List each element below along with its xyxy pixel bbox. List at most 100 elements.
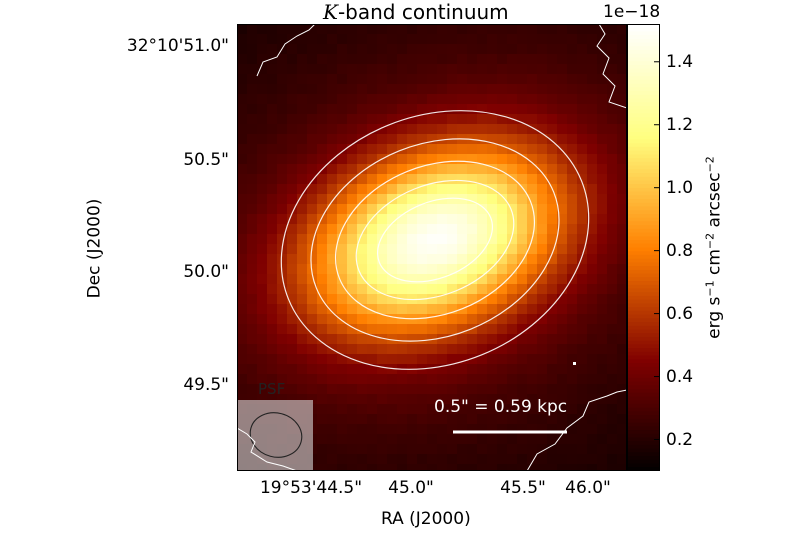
- map-pixel: [617, 274, 627, 285]
- map-pixel: [487, 274, 498, 285]
- colorbar-segment: [627, 366, 660, 372]
- colorbar-segment: [627, 444, 660, 450]
- map-pixel: [257, 174, 268, 185]
- map-pixel: [497, 454, 508, 465]
- map-pixel: [407, 284, 418, 295]
- map-pixel: [517, 364, 528, 375]
- map-pixel: [577, 224, 588, 235]
- map-pixel: [297, 154, 308, 165]
- map-pixel: [277, 324, 288, 335]
- map-pixel: [587, 234, 598, 245]
- map-pixel: [357, 464, 368, 471]
- map-pixel: [457, 84, 468, 95]
- map-pixel: [417, 54, 428, 65]
- map-pixel: [497, 134, 508, 145]
- map-pixel: [337, 114, 348, 125]
- map-pixel: [327, 44, 338, 55]
- map-pixel: [617, 204, 627, 215]
- map-pixel: [577, 354, 588, 365]
- map-pixel: [547, 304, 558, 315]
- colorbar-segment: [627, 385, 660, 390]
- map-pixel: [577, 384, 588, 395]
- map-pixel: [277, 254, 288, 265]
- map-pixel: [257, 64, 268, 75]
- colorbar-segment: [627, 169, 660, 174]
- map-pixel: [417, 84, 428, 95]
- map-pixel: [487, 334, 498, 345]
- map-pixel: [497, 404, 508, 415]
- map-pixel: [557, 234, 568, 245]
- map-pixel: [487, 24, 498, 35]
- map-pixel: [297, 134, 308, 145]
- map-pixel: [617, 234, 627, 245]
- map-pixel: [367, 284, 378, 295]
- map-pixel: [397, 374, 408, 385]
- map-pixel: [497, 154, 508, 165]
- map-pixel: [537, 24, 548, 35]
- map-pixel: [587, 104, 598, 115]
- map-pixel: [307, 274, 318, 285]
- map-pixel: [577, 314, 588, 325]
- map-pixel: [607, 94, 618, 105]
- map-pixel: [407, 444, 418, 455]
- map-pixel: [597, 424, 608, 435]
- map-pixel: [247, 64, 258, 75]
- map-pixel: [237, 204, 248, 215]
- map-pixel: [267, 354, 278, 365]
- map-pixel: [337, 374, 348, 385]
- map-pixel: [377, 184, 388, 195]
- map-pixel: [587, 24, 598, 35]
- map-pixel: [537, 74, 548, 85]
- map-pixel: [487, 94, 498, 105]
- map-pixel: [327, 274, 338, 285]
- colorbar-segment: [627, 158, 660, 163]
- colorbar-segment: [627, 273, 660, 278]
- map-pixel: [537, 194, 548, 205]
- map-pixel: [237, 234, 248, 245]
- psf-ellipse: [249, 412, 303, 458]
- map-pixel: [547, 334, 558, 345]
- map-pixel: [327, 144, 338, 155]
- map-pixel: [437, 104, 448, 115]
- map-pixel: [437, 244, 448, 255]
- map-pixel: [457, 414, 468, 425]
- map-pixel: [267, 264, 278, 275]
- map-pixel: [467, 294, 478, 305]
- map-pixel: [377, 374, 388, 385]
- map-pixel: [587, 394, 598, 405]
- map-pixel: [247, 214, 258, 225]
- map-pixel: [567, 434, 578, 445]
- map-pixel: [387, 94, 398, 105]
- colorbar-segment: [627, 180, 660, 185]
- map-pixel: [437, 304, 448, 315]
- map-pixel: [567, 304, 578, 315]
- map-pixel: [617, 284, 627, 295]
- map-pixel: [467, 354, 478, 365]
- map-pixel: [537, 364, 548, 375]
- map-pixel: [347, 384, 358, 395]
- map-pixel: [557, 374, 568, 385]
- map-pixel: [377, 274, 388, 285]
- map-pixel: [617, 134, 627, 145]
- map-pixel: [607, 324, 618, 335]
- map-pixel: [367, 244, 378, 255]
- map-pixel: [497, 264, 508, 275]
- map-pixel: [477, 264, 488, 275]
- map-pixel: [437, 404, 448, 415]
- map-pixel: [287, 114, 298, 125]
- map-pixel: [567, 284, 578, 295]
- map-pixel: [497, 354, 508, 365]
- map-pixel: [267, 284, 278, 295]
- map-pixel: [447, 424, 458, 435]
- map-pixel: [407, 464, 418, 471]
- map-pixel: [507, 84, 518, 95]
- map-pixel: [317, 384, 328, 395]
- map-pixel: [367, 74, 378, 85]
- map-pixel: [517, 184, 528, 195]
- map-pixel: [517, 354, 528, 365]
- map-pixel: [547, 24, 558, 35]
- map-pixel: [367, 84, 378, 95]
- map-pixel: [597, 254, 608, 265]
- map-pixel: [477, 254, 488, 265]
- colorbar-segment: [627, 236, 660, 241]
